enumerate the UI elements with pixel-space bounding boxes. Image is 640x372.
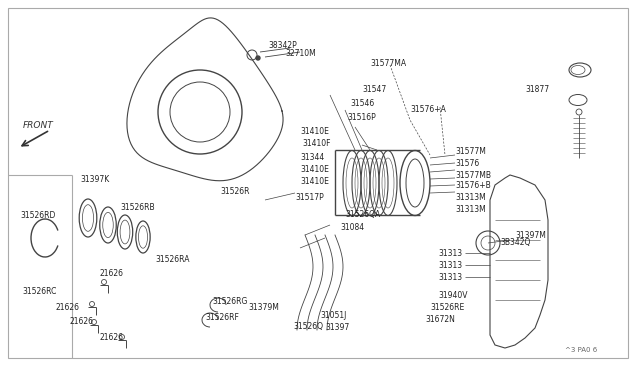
- Text: 31410E: 31410E: [300, 166, 329, 174]
- Text: 31576: 31576: [455, 158, 479, 167]
- Text: 31577MB: 31577MB: [455, 170, 491, 180]
- Text: 31526RA: 31526RA: [155, 256, 189, 264]
- Text: 31577M: 31577M: [455, 148, 486, 157]
- Text: 31410E: 31410E: [300, 128, 329, 137]
- Text: 31546: 31546: [350, 99, 374, 108]
- Text: 21626: 21626: [70, 317, 94, 327]
- Text: 21626: 21626: [55, 304, 79, 312]
- Text: 31313: 31313: [438, 273, 462, 282]
- Text: ^3 PA0 6: ^3 PA0 6: [565, 347, 597, 353]
- Text: 38342P: 38342P: [268, 42, 297, 51]
- Text: 31313: 31313: [438, 260, 462, 269]
- Text: 31526RF: 31526RF: [205, 314, 239, 323]
- Text: 31576+A: 31576+A: [410, 106, 446, 115]
- Text: 21626: 21626: [100, 334, 124, 343]
- Text: 31397: 31397: [325, 324, 349, 333]
- Text: 31516P: 31516P: [347, 112, 376, 122]
- Text: 31526RE: 31526RE: [430, 302, 464, 311]
- Text: 31313M: 31313M: [455, 205, 486, 215]
- Text: 31526RG: 31526RG: [212, 298, 248, 307]
- Text: 31526R: 31526R: [220, 187, 250, 196]
- Text: 31344: 31344: [300, 153, 324, 161]
- Text: 21626: 21626: [100, 269, 124, 279]
- Text: 31313M: 31313M: [455, 193, 486, 202]
- Text: 31526RC: 31526RC: [22, 288, 56, 296]
- Text: 31313: 31313: [438, 248, 462, 257]
- Text: 31517P: 31517P: [295, 193, 324, 202]
- Text: 32710M: 32710M: [285, 48, 316, 58]
- Text: 31940V: 31940V: [438, 291, 467, 299]
- Text: FRONT: FRONT: [22, 121, 53, 129]
- Text: 31051J: 31051J: [320, 311, 346, 321]
- Text: 31576+B: 31576+B: [455, 182, 491, 190]
- Text: 31526RB: 31526RB: [120, 203, 155, 212]
- Text: 31877: 31877: [525, 86, 549, 94]
- Text: 3B342Q: 3B342Q: [500, 238, 531, 247]
- Text: 31672N: 31672N: [425, 314, 455, 324]
- Text: 31397M: 31397M: [515, 231, 546, 240]
- Text: 31084: 31084: [340, 224, 364, 232]
- Text: 31410E: 31410E: [300, 177, 329, 186]
- Text: 31526RD: 31526RD: [20, 211, 56, 219]
- Text: 31379M: 31379M: [248, 304, 279, 312]
- Text: 31410F: 31410F: [302, 140, 330, 148]
- Text: 31526QA: 31526QA: [345, 211, 380, 219]
- Text: 31577MA: 31577MA: [370, 60, 406, 68]
- Text: 31547: 31547: [362, 86, 387, 94]
- Text: 31397K: 31397K: [80, 176, 109, 185]
- Text: 31526Q: 31526Q: [293, 321, 323, 330]
- Circle shape: [256, 56, 260, 60]
